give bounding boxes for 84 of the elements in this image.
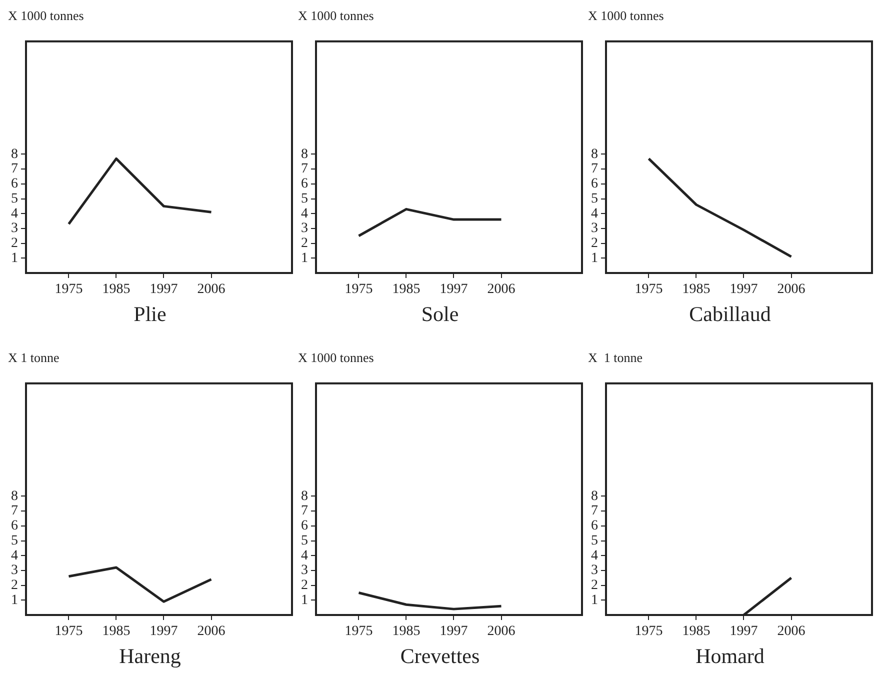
y-tick-label: 3 — [301, 221, 308, 236]
x-tick-label: 1985 — [682, 624, 710, 640]
y-tick-label: 7 — [11, 162, 18, 177]
y-tick-label: 7 — [301, 504, 308, 519]
y-axis-title: X 1000 tonnes — [8, 8, 85, 25]
y-tick-label: 5 — [591, 533, 598, 548]
y-tick-label: 8 — [11, 488, 18, 504]
y-axis-title: X 1000 tonnes — [588, 8, 665, 25]
x-tick-label: 2006 — [777, 624, 806, 640]
y-axis-title: X 1000 tonnes — [298, 350, 375, 367]
text: Cabillaud — [689, 302, 772, 326]
x-tick-label: 2006 — [777, 282, 806, 298]
y-tick-label: 5 — [11, 191, 18, 206]
x-tick-label: 1997 — [440, 282, 468, 298]
x-tick-label: 1975 — [54, 624, 83, 640]
x-tick-label: 1997 — [150, 624, 178, 640]
y-tick-label: 4 — [591, 548, 598, 564]
y-axis-title: X 1000 tonnes — [298, 8, 375, 25]
y-tick-label: 8 — [11, 146, 18, 162]
x-tick-label: 1997 — [440, 624, 468, 640]
y-tick-label: 1 — [11, 592, 18, 608]
x-tick-label: 1997 — [730, 282, 758, 298]
x-tick-label: 2006 — [197, 282, 226, 298]
y-tick-label: 2 — [301, 578, 308, 593]
x-tick-label: 1985 — [682, 282, 710, 298]
y-tick-label: 6 — [591, 176, 598, 192]
x-tick-label: 1985 — [102, 624, 130, 640]
y-tick-label: 3 — [11, 563, 18, 578]
y-tick-label: 4 — [301, 548, 308, 564]
x-tick-label: 1975 — [634, 624, 663, 640]
x-tick-label: 1975 — [344, 624, 373, 640]
y-tick-label: 2 — [301, 236, 308, 251]
y-tick-label: 1 — [301, 592, 308, 608]
y-tick-label: 3 — [591, 221, 598, 236]
y-axis-title: X 1 tonne — [588, 350, 644, 367]
y-tick-label: 6 — [591, 518, 598, 534]
x-tick-label: 1985 — [102, 282, 130, 298]
x-tick-label: 1985 — [392, 624, 420, 640]
y-tick-label: 6 — [301, 176, 308, 192]
x-tick-label: 2006 — [487, 282, 516, 298]
y-tick-label: 6 — [301, 518, 308, 534]
y-tick-label: 1 — [591, 250, 598, 266]
y-tick-label: 8 — [301, 146, 308, 162]
text: Hareng — [119, 644, 182, 668]
x-tick-label: 1975 — [54, 282, 83, 298]
text: Crevettes — [400, 644, 480, 668]
y-axis-title: X 1 tonne — [8, 350, 60, 367]
y-tick-label: 2 — [591, 236, 598, 251]
y-tick-label: 7 — [591, 162, 598, 177]
y-tick-label: 2 — [591, 578, 598, 593]
y-tick-label: 2 — [11, 236, 18, 251]
x-tick-label: 1997 — [150, 282, 178, 298]
y-tick-label: 7 — [301, 162, 308, 177]
text: Plie — [134, 302, 166, 326]
x-tick-label: 2006 — [487, 624, 516, 640]
y-tick-label: 3 — [591, 563, 598, 578]
y-tick-label: 4 — [301, 206, 308, 222]
y-tick-label: 5 — [301, 533, 308, 548]
y-tick-label: 3 — [301, 563, 308, 578]
y-tick-label: 4 — [11, 548, 18, 564]
y-tick-label: 2 — [11, 578, 18, 593]
y-tick-label: 7 — [11, 504, 18, 519]
y-tick-label: 6 — [11, 176, 18, 192]
y-tick-label: 3 — [11, 221, 18, 236]
y-tick-label: 1 — [11, 250, 18, 266]
x-tick-label: 1975 — [344, 282, 373, 298]
text: Sole — [421, 302, 459, 326]
y-tick-label: 5 — [11, 533, 18, 548]
x-tick-label: 1997 — [730, 624, 758, 640]
y-tick-label: 5 — [301, 191, 308, 206]
x-tick-label: 1985 — [392, 282, 420, 298]
y-tick-label: 1 — [591, 592, 598, 608]
y-tick-label: 8 — [591, 146, 598, 162]
x-tick-label: 1975 — [634, 282, 663, 298]
y-tick-label: 4 — [591, 206, 598, 222]
y-tick-label: 6 — [11, 518, 18, 534]
y-tick-label: 1 — [301, 250, 308, 266]
y-tick-label: 4 — [11, 206, 18, 222]
y-tick-label: 5 — [591, 191, 598, 206]
y-tick-label: 8 — [591, 488, 598, 504]
x-tick-label: 2006 — [197, 624, 226, 640]
text: Homard — [696, 644, 765, 668]
y-tick-label: 8 — [301, 488, 308, 504]
y-tick-label: 7 — [591, 504, 598, 519]
